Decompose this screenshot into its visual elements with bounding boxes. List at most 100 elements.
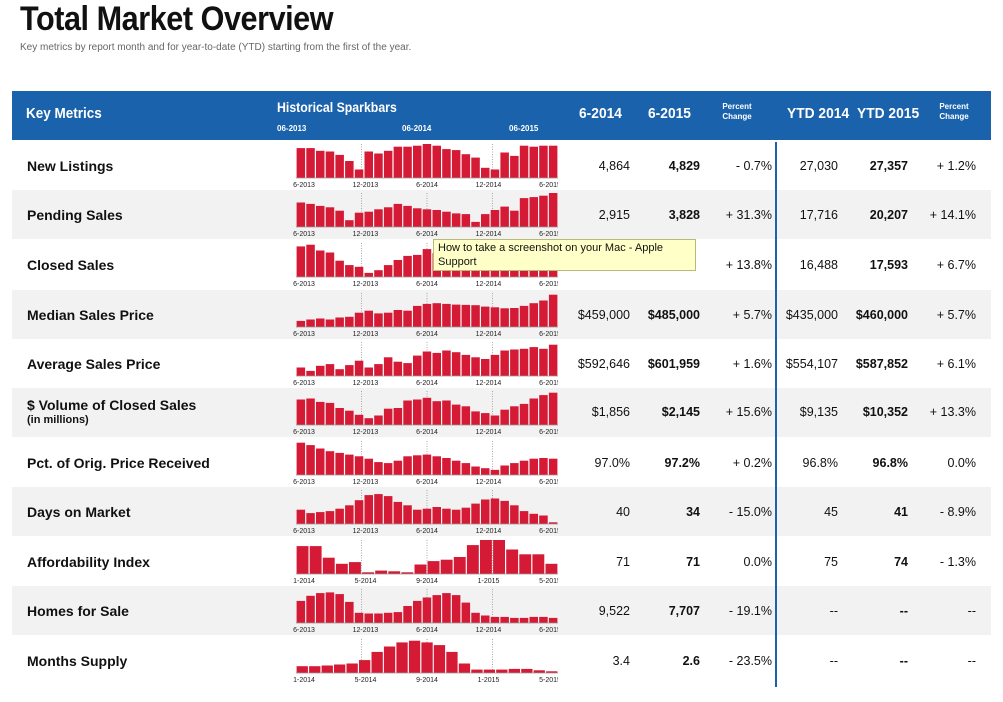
sparkbar-bar bbox=[529, 197, 538, 227]
browser-tooltip: How to take a screenshot on your Mac - A… bbox=[433, 239, 696, 271]
header-col-6-2015[interactable]: 6-2015 bbox=[648, 105, 691, 122]
sparkbar-bar bbox=[471, 157, 480, 178]
sparkbar-chart: 1-2014 5-2014 9-2014 1-2015 5-2015 bbox=[293, 540, 558, 585]
header-percent-change-1[interactable]: Percent Change bbox=[722, 102, 752, 121]
sparkbar-bar bbox=[393, 260, 403, 277]
sparkbar-axis-label: 12-2014 bbox=[476, 479, 502, 486]
sparkbar-axis-label: 12-2013 bbox=[353, 331, 379, 338]
sparkbar-bar bbox=[519, 460, 529, 475]
sparkbar-bar bbox=[519, 403, 529, 425]
sparkbar-bar bbox=[309, 666, 321, 673]
sparkbar-chart: 6-2013 12-2013 6-2014 12-2014 6-2015 bbox=[293, 293, 558, 338]
sparkbar-bar bbox=[510, 308, 519, 327]
percent-change: 0.0% bbox=[743, 555, 773, 569]
sparkbar-bar bbox=[490, 169, 500, 178]
sparkbar-bar bbox=[432, 303, 441, 327]
sparkbar-axis-label: 6-2013 bbox=[293, 627, 315, 634]
sparkbar-bar bbox=[529, 458, 538, 475]
sparkbar-bar bbox=[403, 606, 412, 623]
sparkbar-bar bbox=[383, 646, 396, 673]
metric-row: Affordability Index 1-2014 5-2014 9-2014 1-2… bbox=[12, 537, 991, 586]
sparkbar-bar bbox=[403, 363, 412, 376]
sparkbar-axis-label: 6-2013 bbox=[293, 231, 315, 238]
sparkbar-bar bbox=[393, 310, 403, 327]
sparkbar-bar bbox=[345, 161, 354, 178]
sparkbar-bar bbox=[359, 660, 371, 673]
sparkbar-bar bbox=[335, 452, 344, 475]
sparkbar-bar bbox=[539, 300, 548, 327]
sparkbar-bar bbox=[364, 458, 373, 475]
sparkbar-bar bbox=[354, 266, 364, 277]
value-6-2014: $459,000 bbox=[577, 308, 630, 322]
header-ytd-2015[interactable]: YTD 2015 bbox=[857, 105, 920, 122]
value-6-2014: $1,856 bbox=[591, 405, 630, 419]
sparkbar-bar bbox=[500, 350, 509, 376]
header-key-metrics[interactable]: Key Metrics bbox=[26, 105, 102, 122]
value-6-2014: 97.0% bbox=[594, 456, 630, 470]
ytd-percent-change: -- bbox=[967, 654, 976, 668]
percent-change: - 23.5% bbox=[728, 654, 772, 668]
value-ytd-2014: 45 bbox=[824, 505, 838, 519]
sparkbar-bar bbox=[432, 507, 441, 524]
value-ytd-2014: -- bbox=[829, 604, 838, 618]
sparkbar-bar bbox=[442, 303, 451, 327]
sparkbar-bar bbox=[461, 463, 471, 475]
sparkbar-bar bbox=[529, 616, 538, 623]
sparkbar-bar bbox=[471, 612, 480, 623]
sparkbar-bar bbox=[471, 411, 480, 425]
sparkbar-bar bbox=[403, 146, 412, 178]
sparkbar-axis-label: 12-2013 bbox=[353, 528, 379, 535]
sparkbar-bar bbox=[364, 418, 373, 425]
sparkbar-bar bbox=[306, 148, 315, 178]
sparkbar-bar bbox=[442, 211, 451, 227]
value-6-2015: $2,145 bbox=[661, 405, 700, 419]
sparkbar-bar bbox=[548, 458, 558, 475]
sparkbar-bar bbox=[335, 210, 344, 227]
sparkbar-bar bbox=[506, 549, 519, 574]
sparkbar-bar bbox=[481, 413, 490, 425]
sparkbar-bar bbox=[421, 642, 433, 673]
metric-label-text: Pct. of Orig. Price Received bbox=[27, 455, 210, 471]
sparkbar-bar bbox=[393, 460, 403, 475]
sparkbar-bar bbox=[325, 511, 335, 524]
metric-label: Homes for Sale bbox=[27, 603, 129, 619]
sparkbar-axis-label: 9-2014 bbox=[416, 677, 438, 684]
sparkbar-bar bbox=[432, 145, 441, 178]
metric-label: Affordability Index bbox=[27, 554, 150, 570]
sparkbar-axis-label: 12-2014 bbox=[476, 231, 502, 238]
sparkbar-axis-label: 12-2013 bbox=[353, 627, 379, 634]
sparkbar-axis-label: 12-2013 bbox=[353, 182, 379, 189]
sparkbar-bar bbox=[519, 554, 532, 574]
sparkbar-bar bbox=[548, 294, 558, 327]
value-ytd-2015: 20,207 bbox=[869, 208, 908, 222]
header-spark-date-2: 06-2014 bbox=[402, 124, 432, 133]
sparkbar-bar bbox=[510, 210, 519, 227]
sparkbar-bar bbox=[413, 355, 422, 376]
value-ytd-2014: 16,488 bbox=[799, 258, 838, 272]
sparkbar-bar bbox=[383, 150, 393, 178]
sparkbar-bar bbox=[346, 663, 358, 673]
sparkbar-bar bbox=[383, 265, 393, 277]
value-ytd-2014: $9,135 bbox=[799, 405, 838, 419]
sparkbar-bar bbox=[548, 344, 558, 376]
header-percent-change-2[interactable]: Percent Change bbox=[939, 102, 969, 121]
sparkbar-chart: 6-2013 12-2013 6-2014 12-2014 6-2015 bbox=[293, 342, 558, 387]
value-ytd-2014: 17,716 bbox=[799, 208, 838, 222]
sparkbar-bar bbox=[508, 668, 520, 673]
value-ytd-2014: 75 bbox=[824, 555, 838, 569]
sparkbar-bar bbox=[383, 463, 393, 475]
sparkbar-axis-label: 6-2014 bbox=[416, 281, 438, 288]
sparkbar-bar bbox=[325, 151, 335, 178]
header-col-6-2014[interactable]: 6-2014 bbox=[579, 105, 622, 122]
sparkbar-bar bbox=[539, 348, 548, 376]
sparkbar-axis-label: 6-2015 bbox=[539, 528, 558, 535]
percent-change: + 15.6% bbox=[725, 405, 772, 419]
sparkbar-bar bbox=[345, 410, 354, 425]
ytd-percent-change: -- bbox=[967, 604, 976, 618]
metric-label-text: Months Supply bbox=[27, 653, 128, 669]
value-ytd-2015: $10,352 bbox=[862, 405, 908, 419]
sparkbar-bar bbox=[316, 205, 325, 227]
sparkbar-bar bbox=[481, 214, 490, 227]
header-sparkbars[interactable]: Historical Sparkbars bbox=[277, 99, 397, 115]
header-ytd-2014[interactable]: YTD 2014 bbox=[787, 105, 850, 122]
